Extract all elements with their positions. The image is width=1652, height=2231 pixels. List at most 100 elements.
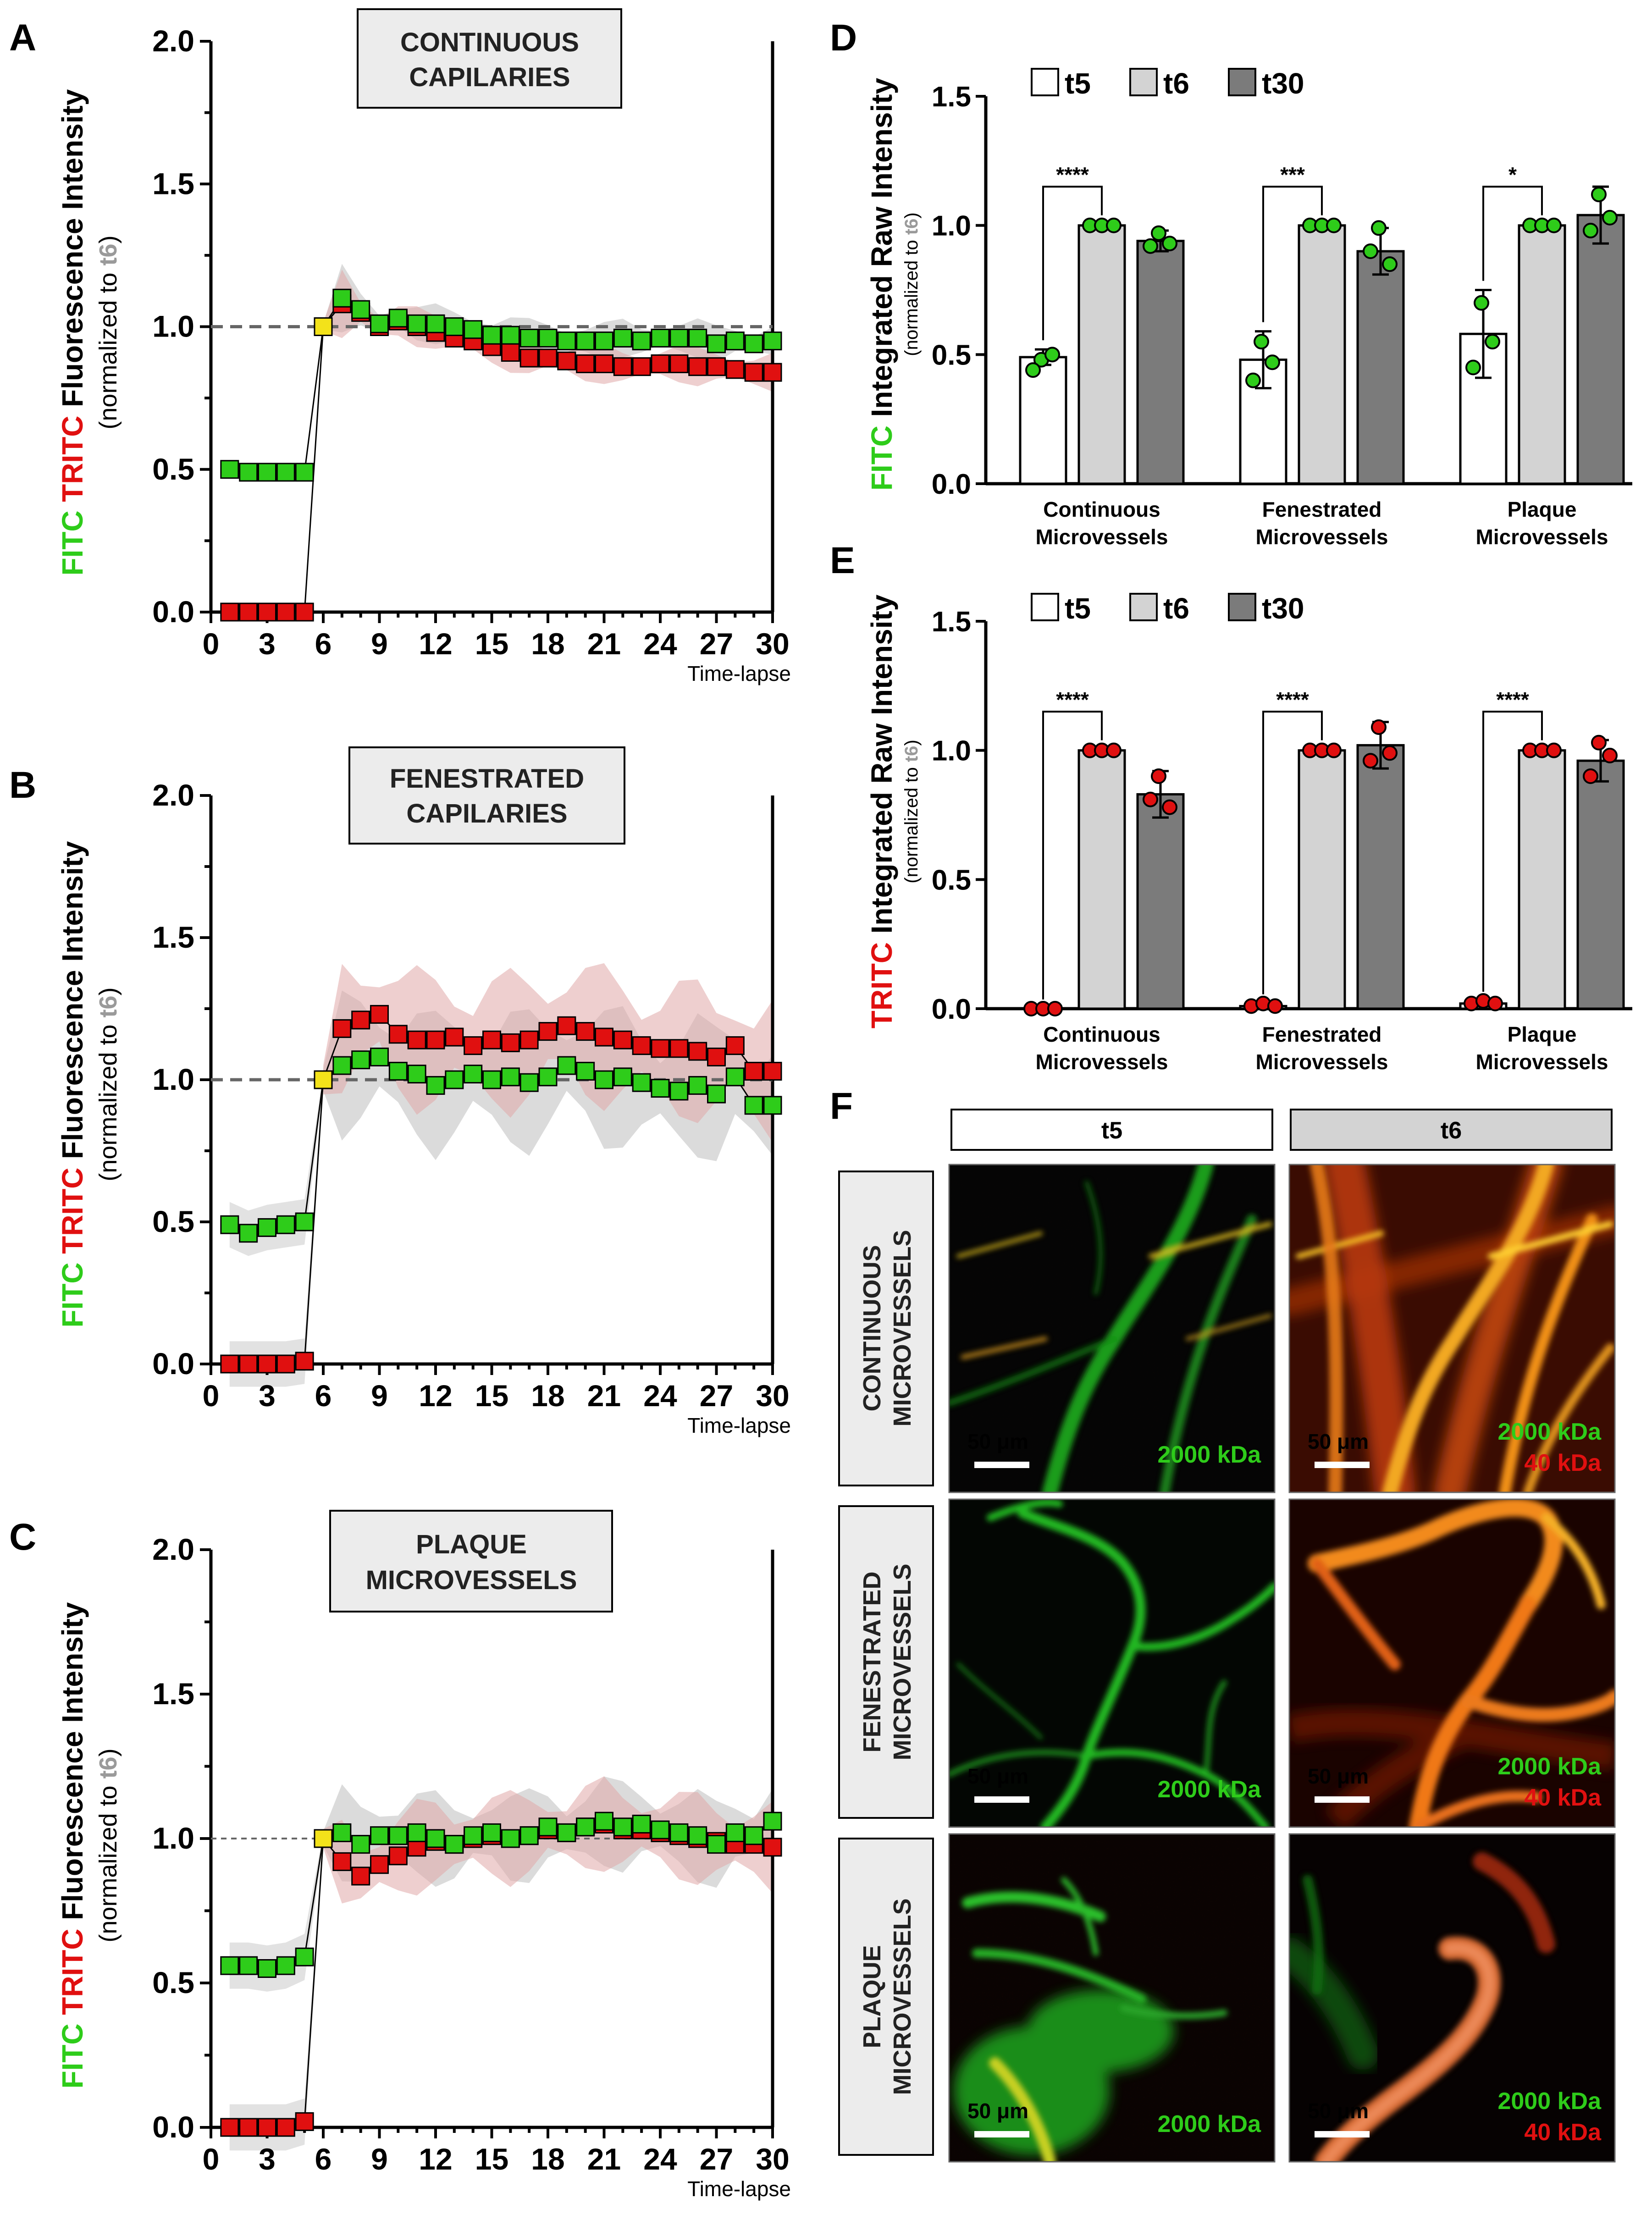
ylabel-stain: FITC: [865, 425, 898, 491]
y-tick-label: 0.5: [932, 864, 971, 896]
micrograph-continuous-t5-image: 50 μm 2000 kDa: [949, 1165, 1275, 1492]
data-point: [1143, 791, 1158, 807]
ylabel-fitc: FITC: [56, 2023, 89, 2088]
data-point: [1371, 220, 1387, 236]
row-label-fenestrated: FENESTRATED MICROVESSELS: [838, 1505, 934, 1819]
ylabel-rest: Fluorescence Intensity: [56, 1602, 89, 1920]
marker-fitc: [744, 334, 763, 353]
marker-tritc: [613, 1030, 632, 1049]
category-label: Fenestrated: [1262, 1022, 1382, 1046]
y-tick-label: 1.0: [152, 1821, 194, 1855]
ylabel-norm-t6: t6: [94, 995, 122, 1017]
x-tick-label: 3: [259, 627, 276, 661]
y-tick-label: 2.0: [152, 778, 194, 812]
marker-fitc: [688, 1076, 707, 1095]
legend-label-t5: t5: [1065, 67, 1091, 100]
data-point: [1583, 768, 1598, 784]
bar-t30: [1356, 250, 1405, 485]
significance-bracket: [1262, 711, 1323, 994]
significance-bracket: [1482, 711, 1543, 992]
data-point: [1485, 334, 1500, 350]
data-point: [1162, 799, 1177, 815]
data-point: [1546, 217, 1562, 233]
micrograph-border: [948, 1498, 1276, 1828]
marker-fitc: [595, 331, 613, 351]
x-tick-label: 30: [756, 1379, 789, 1413]
legend-swatch-t30: [1228, 593, 1256, 621]
marker-tritc: [576, 1022, 595, 1041]
panel-b-title-box: FENESTRATED CAPILARIES: [348, 746, 625, 845]
significance-label: ***: [1280, 163, 1305, 187]
panel-letter-e: E: [830, 540, 855, 581]
bar-t6: [1518, 749, 1566, 1010]
marker-fitc: [295, 463, 314, 482]
significance-bracket: [1042, 711, 1103, 1000]
x-tick-label: 3: [259, 2142, 276, 2176]
panel-a-title-line1: CONTINUOUS: [400, 28, 579, 57]
legend-label-t6: t6: [1163, 592, 1189, 625]
marker-fitc: [388, 309, 408, 328]
panel-b: B FITC TRITC Fluorescence Intensity (nor…: [9, 746, 791, 1437]
data-point: [1044, 347, 1060, 363]
column-header-t5-frame: [950, 1109, 1273, 1151]
micrograph-fenestrated-t5-image: 50 μm 2000 kDa: [949, 1499, 1275, 1827]
marker-fitc: [220, 460, 239, 479]
marker-fitc: [426, 314, 445, 333]
row-label-plaque-frame: [838, 1838, 934, 2156]
marker-tritc: [613, 357, 632, 376]
micrograph-fenestrated-t5: 50 μm 2000 kDa: [948, 1498, 1276, 1828]
micrograph-plaque-t5: 50 μm 2000 kDa: [948, 1833, 1276, 2163]
scale-bar: [1315, 1462, 1370, 1468]
y-tick-label: 0.0: [152, 595, 194, 629]
marker-fitc: [725, 1823, 745, 1842]
x-tick-label: 9: [371, 1379, 388, 1413]
panel-a-plot: 0.0 0.5 1.0 1.5 2.0 0 3 6 9 12 15 18 21 24 27 30Time-la…: [152, 24, 791, 685]
marker-fitc: [220, 1956, 239, 1975]
label-40-kda: 40 kDa: [1524, 2119, 1602, 2146]
row-label-fenestrated-line1: FENESTRATED: [858, 1571, 886, 1752]
panel-letter-b: B: [9, 764, 36, 806]
significance-label: ****: [1496, 688, 1529, 712]
micrograph-fenestrated-t6: 50 μm 2000 kDa 40 kDa: [1288, 1498, 1616, 1828]
y-tick-label: 1.0: [932, 735, 971, 767]
label-2000-kda: 2000 kDa: [1497, 1419, 1602, 1445]
x-tick-label: 30: [756, 627, 789, 661]
x-tick-label: 15: [475, 627, 508, 661]
micrograph-border: [1288, 1164, 1616, 1493]
x-tick-label: 3: [259, 1379, 276, 1413]
marker-fitc: [426, 1076, 445, 1095]
data-point: [1267, 998, 1283, 1014]
y-tick-label: 0.0: [152, 2110, 194, 2144]
sd-band-pre-tritc: [229, 1833, 323, 2151]
marker-fitc: [220, 1215, 239, 1234]
marker-tritc: [519, 348, 539, 368]
marker-fitc: [519, 1073, 539, 1092]
marker-fitc: [613, 328, 632, 348]
significance-label: *: [1508, 163, 1517, 187]
marker-tritc: [295, 2112, 314, 2131]
panel-c-title-line1: PLAQUE: [416, 1530, 527, 1559]
panel-letter-a: A: [9, 17, 36, 59]
data-point: [1371, 719, 1387, 735]
data-point: [1254, 334, 1269, 350]
bar-t30: [1136, 793, 1185, 1010]
ylabel-norm-post: ): [901, 740, 922, 746]
marker-fitc: [426, 1829, 445, 1848]
marker-fitc: [669, 1082, 689, 1101]
y-tick-label: 2.0: [152, 24, 194, 58]
x-tick-label: 24: [643, 627, 677, 661]
panel-letter-d: D: [830, 17, 857, 59]
panel-b-ylabel-line1: FITC TRITC Fluorescence Intensity: [56, 841, 89, 1327]
scale-bar-label: 50 μm: [967, 1430, 1028, 1453]
marker-fitc: [707, 1835, 726, 1854]
ylabel-norm-t6: t6: [901, 746, 922, 762]
micrograph-border: [1288, 1833, 1616, 2163]
sd-band-pre-fitc: [229, 1074, 323, 1256]
marker-tritc: [707, 357, 726, 376]
scale-bar: [1315, 2131, 1370, 2137]
y-tick-label: 1.0: [152, 1062, 194, 1096]
legend-label-t6: t6: [1163, 67, 1189, 100]
ylabel-norm-pre: (normalized to: [94, 265, 122, 429]
marker-fitc: [763, 331, 782, 351]
marker-tritc: [445, 1027, 464, 1047]
